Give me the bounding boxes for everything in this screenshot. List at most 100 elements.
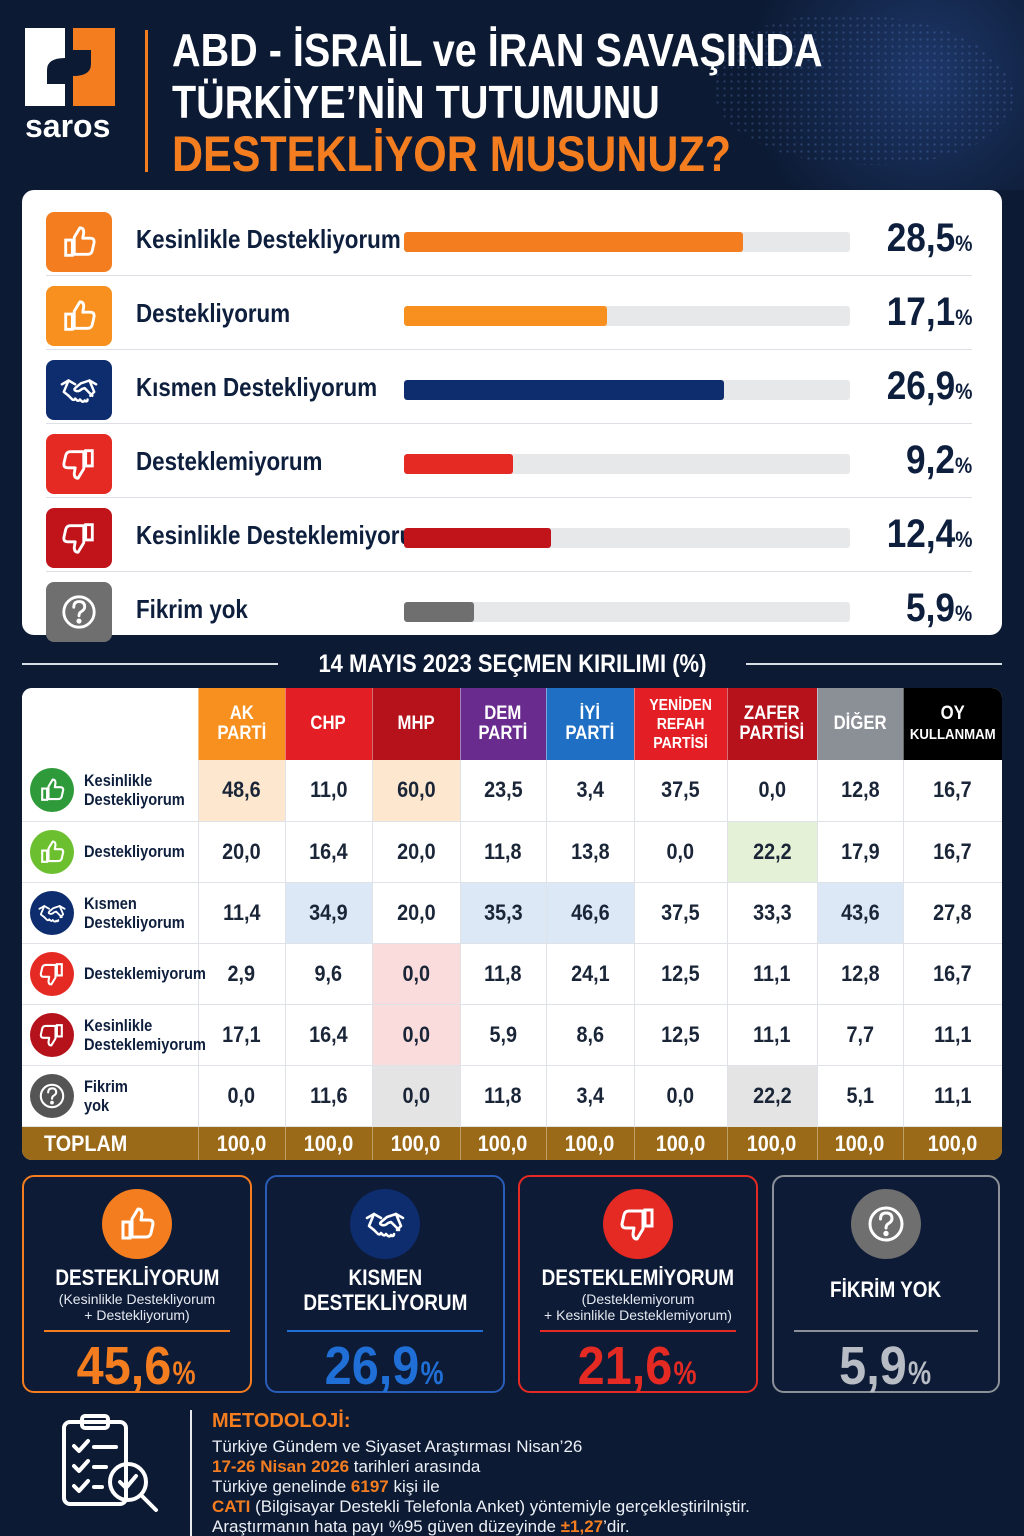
bar-track: [404, 454, 850, 474]
cell-value: 35,3: [483, 899, 523, 925]
result-value: 5,9%: [906, 586, 972, 631]
column-header-label: İYİ PARTİ: [565, 703, 615, 744]
table-cell: 16,4: [285, 821, 373, 883]
column-header-label: DEM PARTİ: [478, 703, 528, 744]
breakdown-table-wrap: AK PARTİ CHP MHP DEM PARTİ İYİ PARTİ YENİDEN REFA…: [22, 688, 1002, 1160]
methodology-line-1: Türkiye Gündem ve Siyaset Araştırması Ni…: [212, 1437, 583, 1456]
bar-track: [404, 528, 850, 548]
table-cell: 11,0: [285, 760, 373, 822]
table-cell: 9,6: [285, 943, 373, 1005]
unit-label: %: [954, 379, 972, 404]
value-label: 17,1: [886, 290, 955, 334]
column-header: DEM PARTİ: [460, 688, 547, 760]
cell-value: 43,6: [840, 899, 880, 925]
column-header: AK PARTİ: [198, 688, 286, 760]
methodology-line-4: CATI (Bilgisayar Destekli Telefonla Anke…: [212, 1497, 1012, 1517]
row-label: Kesinlikle Desteklemiyorum: [84, 1015, 206, 1054]
result-label: Destekliyorum: [136, 298, 291, 328]
cell-value: 7,7: [846, 1021, 874, 1047]
column-header: İYİ PARTİ: [546, 688, 635, 760]
table-cell: 0,0: [634, 821, 728, 883]
summary-divider: [794, 1330, 978, 1332]
table-cell: 12,8: [817, 760, 904, 822]
thumbs-down-icon: [30, 951, 74, 996]
handshake-icon: [46, 360, 112, 420]
table-cell: 16,7: [903, 943, 1002, 1005]
cell-value: 5,9: [489, 1021, 517, 1047]
total-cell: 100,0: [903, 1126, 1002, 1160]
thumbs-up-icon: [46, 212, 112, 272]
cell-value: 16,7: [933, 960, 972, 986]
total-cell: 100,0: [817, 1126, 904, 1160]
result-row: Destekliyorum 17,1%: [46, 276, 972, 350]
thumbs-up-icon: [46, 286, 112, 346]
methodology-line-5: Araştırmanın hata payı %95 güven düzeyin…: [212, 1517, 1012, 1536]
total-cell: 100,0: [546, 1126, 635, 1160]
cell-value: 33,3: [752, 899, 792, 925]
table-cell: 0,0: [727, 760, 818, 822]
summary-value: 26,9%: [324, 1336, 444, 1396]
table-cell: 22,2: [727, 1065, 818, 1127]
cell-value: 8,6: [576, 1021, 604, 1047]
table-cell: 20,0: [372, 821, 461, 883]
column-header: DİĞER: [817, 688, 904, 760]
cell-value: 5,1: [846, 1082, 874, 1108]
result-row: Kesinlikle Desteklemiyorum 12,4%: [46, 498, 972, 572]
value-label: 26,9: [886, 364, 955, 408]
handshake-icon: [350, 1189, 420, 1259]
cell-value: 11,0: [309, 777, 348, 803]
breakdown-heading: 14 MAYIS 2023 SEÇMEN KIRILIMI (%): [22, 648, 1003, 680]
column-header: OY KULLANMAM: [903, 688, 1002, 760]
methodology-sample-size: 6197: [350, 1477, 389, 1496]
cell-value: 20,0: [222, 838, 261, 864]
handshake-icon: [30, 890, 74, 935]
row-label: Fikrim yok: [84, 1076, 128, 1115]
table-cell: 43,6: [817, 882, 904, 944]
cell-value: 0,0: [666, 1082, 695, 1108]
cell-value: 11,8: [484, 838, 522, 864]
cell-value: 16,7: [933, 777, 972, 803]
bar: [404, 232, 743, 252]
unit-label: %: [954, 527, 972, 552]
column-header-label: ZAFER PARTİSİ: [739, 703, 805, 744]
thumbs-up-icon: [30, 768, 74, 813]
table-cell: 35,3: [460, 882, 547, 944]
row-label-cell: Kesinlikle Destekliyorum: [22, 760, 199, 822]
result-row: Kısmen Destekliyorum 26,9%: [46, 350, 972, 424]
table-cell: 34,9: [285, 882, 373, 944]
methodology-line-5-rest: ’dir.: [603, 1517, 630, 1536]
bar-track: [404, 306, 850, 326]
table-cell: 27,8: [903, 882, 1002, 944]
unit-label: %: [954, 305, 972, 330]
summary-subtitle: (Kesinlikle Destekliyorum + Destekliyorum…: [58, 1291, 216, 1323]
cell-value: 11,8: [484, 960, 522, 986]
total-label: TOPLAM: [22, 1126, 199, 1160]
table-cell: 11,8: [460, 943, 547, 1005]
table-cell: 2,9: [198, 943, 286, 1005]
table-cell: 3,4: [546, 760, 635, 822]
table-cell: 17,9: [817, 821, 904, 883]
table-cell: 20,0: [198, 821, 286, 883]
cell-value: 0,0: [402, 1082, 430, 1108]
total-cell: 100,0: [198, 1126, 286, 1160]
value-label: 9,2: [905, 438, 955, 482]
methodology-line-5-pre: Araştırmanın hata payı %95 güven düzeyin…: [212, 1517, 561, 1536]
summary-box: DESTEKLEMİYORUM (Desteklemiyorum + Kesinli…: [518, 1175, 758, 1396]
cell-value: 23,5: [483, 777, 523, 803]
table-row: Desteklemiyorum 2,9 9,6 0,0 11,8 24,1 12,5 11,1…: [22, 943, 1002, 1005]
table-cell: 24,1: [546, 943, 635, 1005]
table-row: Kısmen Destekliyorum 11,4 34,9 20,0 35,3 46,6 3…: [22, 882, 1002, 944]
cell-value: 16,4: [309, 1021, 348, 1047]
bar-track: [404, 602, 850, 622]
row-label-cell: Destekliyorum: [22, 821, 199, 883]
saros-logo-mark: [25, 28, 115, 106]
world-map-glow: [694, 0, 1024, 190]
column-header: MHP: [372, 688, 461, 760]
bar-track: [404, 232, 850, 252]
cell-value: 11,6: [309, 1082, 348, 1108]
table-cell: 0,0: [634, 1065, 728, 1127]
unit-label: %: [954, 231, 972, 256]
heading-line-left: [22, 663, 278, 665]
table-cell: 3,4: [546, 1065, 635, 1127]
summary-box: KISMEN DESTEKLİYORUM 26,9%: [265, 1175, 505, 1396]
